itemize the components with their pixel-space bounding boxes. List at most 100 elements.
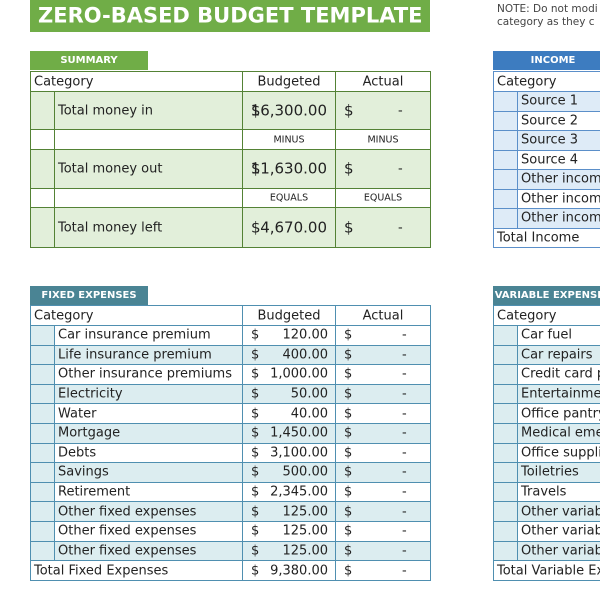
cell — [493, 325, 518, 346]
cell — [493, 501, 518, 522]
cell: EQUALS — [242, 188, 336, 208]
row-label: Other fixed expenses — [58, 523, 197, 539]
section-tab: INCOME — [493, 51, 600, 70]
row-label: Other fixed expenses — [58, 543, 197, 559]
cell: Water — [54, 403, 243, 424]
cell — [493, 540, 518, 562]
cell: Toiletries — [517, 462, 600, 483]
cell: EQUALS — [335, 188, 431, 208]
cell: $125.00 — [242, 521, 336, 542]
row-label: Toiletries — [521, 464, 579, 480]
budgeted-value: 40.00 — [290, 406, 328, 422]
actual-value: - — [398, 161, 403, 177]
currency: $ — [251, 406, 260, 422]
currency: $ — [251, 425, 260, 441]
currency: $ — [251, 347, 260, 363]
operator-label: MINUS — [367, 133, 399, 145]
cell: Other fixed expenses — [54, 521, 243, 542]
cell: Total Income — [493, 227, 600, 248]
currency: $ — [251, 366, 260, 382]
cell: Electricity — [54, 383, 243, 405]
cell: Other insurance premiums — [54, 364, 243, 385]
cell: $2,345.00 — [242, 481, 336, 503]
cell — [30, 91, 55, 130]
column-header: Budgeted — [257, 308, 321, 323]
row-label: Other income — [521, 171, 600, 187]
cell: $ - — [335, 207, 431, 248]
currency: $ — [251, 159, 261, 178]
row-label: Entertainment — [521, 386, 600, 402]
section-tab-label: INCOME — [530, 54, 576, 66]
section-tab-label: VARIABLE EXPENSES — [494, 289, 600, 301]
currency: $ — [344, 406, 353, 422]
cell: $125.00 — [242, 540, 336, 562]
title: ZERO-BASED BUDGET TEMPLATE — [38, 3, 423, 28]
row-label: Other income — [521, 191, 600, 207]
cell: Actual — [335, 305, 431, 326]
cell: $ - — [335, 501, 431, 522]
budgeted-value: 4,670.00 — [260, 218, 327, 236]
cell: Entertainment — [517, 383, 600, 405]
cell: Category — [30, 305, 243, 326]
row-label: Other variable expenses — [521, 523, 600, 539]
cell: Retirement — [54, 481, 243, 503]
cell: $ - — [335, 560, 431, 581]
cell — [30, 481, 55, 503]
operator-label: EQUALS — [269, 192, 309, 204]
cell: $50.00 — [242, 383, 336, 405]
currency: $ — [344, 218, 354, 236]
cell: Category — [30, 71, 243, 92]
cell — [493, 364, 518, 385]
cell: $11,630.00 — [242, 149, 336, 189]
cell: $120.00 — [242, 325, 336, 346]
cell — [30, 442, 55, 464]
actual-value: - — [402, 425, 407, 441]
budgeted-value: 11,630.00 — [250, 159, 327, 178]
total-label: Total Income — [497, 230, 580, 246]
currency: $ — [251, 484, 260, 500]
currency: $ — [344, 101, 354, 119]
budgeted-value: 125.00 — [282, 523, 329, 539]
actual-value: - — [402, 523, 407, 539]
row-label: Office pantry — [521, 406, 600, 422]
column-header: Category — [497, 74, 557, 89]
cell — [493, 110, 518, 131]
row-label: Other income — [521, 210, 600, 226]
row-label: Other variable expenses — [521, 543, 600, 559]
cell: $ - — [335, 423, 431, 444]
cell: Category — [493, 71, 600, 92]
cell — [493, 383, 518, 405]
budgeted-value: 50.00 — [290, 386, 328, 402]
cell: $ - — [335, 344, 431, 366]
cell: $1,450.00 — [242, 423, 336, 444]
actual-value: - — [402, 543, 407, 559]
cell — [54, 129, 243, 150]
cell: $9,380.00 — [242, 560, 336, 581]
column-header: Actual — [362, 308, 404, 323]
cell: Other income — [517, 208, 600, 229]
section-tab: FIXED EXPENSES — [30, 286, 148, 305]
budgeted-value: 125.00 — [282, 543, 329, 559]
cell — [30, 207, 55, 248]
budgeted-value: 3,100.00 — [270, 445, 328, 461]
currency: $ — [251, 464, 260, 480]
cell: $ - — [335, 540, 431, 562]
cell — [30, 188, 55, 208]
row-label: Medical emergencies — [521, 425, 600, 441]
cell: $ - — [335, 442, 431, 464]
row-label: Office supplies — [521, 445, 600, 461]
currency: $ — [344, 425, 353, 441]
section-tab: VARIABLE EXPENSES — [493, 286, 600, 305]
cell: $1,000.00 — [242, 364, 336, 385]
cell: $ - — [335, 462, 431, 483]
cell: Source 1 — [517, 91, 600, 112]
row-label: Travels — [521, 484, 567, 500]
cell: Other income — [517, 169, 600, 190]
currency: $ — [251, 543, 260, 559]
currency: $ — [251, 445, 260, 461]
cell — [493, 521, 518, 542]
cell: Savings — [54, 462, 243, 483]
cell — [493, 423, 518, 444]
currency: $ — [344, 445, 353, 461]
cell: Total money left — [54, 207, 243, 248]
